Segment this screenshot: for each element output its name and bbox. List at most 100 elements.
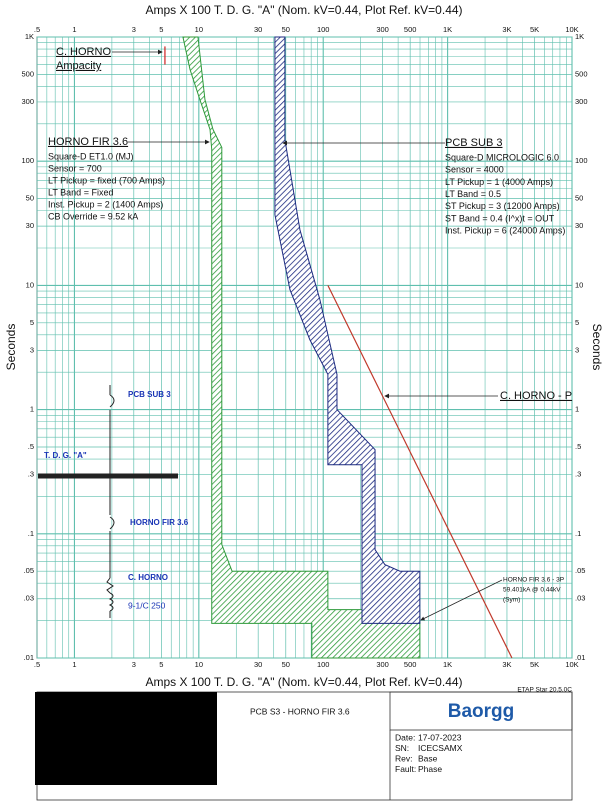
x-tick-label: 10	[195, 25, 203, 34]
device-setting: Square-D ET1.0 (MJ)	[48, 151, 134, 161]
device-setting: Sensor = 4000	[445, 165, 504, 175]
y-tick-label: .03	[24, 594, 34, 603]
device-name: C. HORNO - P	[500, 390, 572, 402]
leader	[420, 579, 503, 621]
one-line-label: T. D. G. "A"	[44, 451, 87, 460]
x-tick-label: 3K	[502, 25, 511, 34]
x-tick-label: 100	[317, 25, 330, 34]
field-value: Phase	[418, 764, 442, 774]
y-tick-label: .03	[575, 594, 585, 603]
y-axis-title: Seconds	[4, 324, 18, 371]
device-name: PCB SUB 3	[445, 137, 502, 149]
y-tick-label: 500	[21, 69, 34, 78]
x-tick-label: .5	[34, 25, 40, 34]
grid	[36, 36, 573, 659]
device-name: HORNO FIR 3.6	[48, 136, 128, 148]
one-line-diagram	[38, 385, 178, 618]
x-tick-label: 5K	[530, 25, 539, 34]
y-tick-label: .3	[575, 470, 581, 479]
device-name: C. HORNO	[56, 46, 111, 58]
field-label: Rev:	[395, 753, 412, 763]
x-tick-label: 500	[404, 660, 417, 669]
x-tick-label: 50	[282, 25, 290, 34]
y-tick-label: 10	[575, 280, 583, 289]
y-tick-label: 10	[26, 280, 34, 289]
x-tick-label: 300	[376, 660, 389, 669]
logo: Baorgg	[448, 701, 515, 722]
device-setting: LT Band = 0.5	[445, 189, 501, 199]
x-tick-label: 3	[132, 25, 136, 34]
y-axis-title: Seconds	[590, 324, 604, 371]
y-tick-label: .05	[24, 566, 34, 575]
tcc-curve	[327, 285, 513, 659]
y-tick-label: 30	[575, 221, 583, 230]
y-tick-label: .3	[28, 470, 34, 479]
device-setting: Inst. Pickup = 2 (1400 Amps)	[48, 199, 163, 209]
y-tick-label: 3	[30, 345, 34, 354]
y-tick-label: 50	[575, 194, 583, 203]
field-label: SN:	[395, 743, 409, 753]
x-tick-label: 100	[317, 660, 330, 669]
x-tick-label: 500	[404, 25, 417, 34]
one-line-label: 9-1/C 250	[128, 600, 166, 610]
field-value: Base	[418, 753, 438, 763]
x-tick-label: 3	[132, 660, 136, 669]
device-setting: ST Pickup = 3 (12000 Amps)	[445, 201, 560, 211]
device-setting: Sensor = 700	[48, 163, 102, 173]
one-line-label: HORNO FIR 3.6	[130, 518, 189, 527]
x-tick-label: 5	[159, 660, 163, 669]
plot-area	[36, 36, 573, 659]
device-setting: CB Override = 9.52 kA	[48, 211, 138, 221]
x-tick-label: 5K	[530, 660, 539, 669]
device-name: Ampacity	[56, 60, 102, 72]
x-tick-label: 10K	[565, 660, 578, 669]
y-tick-label: 100	[21, 156, 34, 165]
x-tick-label: 50	[282, 660, 290, 669]
y-tick-label: .05	[575, 566, 585, 575]
one-line-label: PCB SUB 3	[128, 390, 171, 399]
y-tick-label: 1K	[25, 32, 34, 41]
field-value: ICECSAMX	[418, 743, 463, 753]
y-tick-label: 300	[21, 97, 34, 106]
x-tick-label: 300	[376, 25, 389, 34]
field-value: 17-07-2023	[418, 732, 462, 742]
software-version: ETAP Star 20.5.0C	[517, 687, 572, 694]
x-tick-label: 3K	[502, 660, 511, 669]
y-tick-label: 500	[575, 69, 588, 78]
y-tick-label: 3	[575, 345, 579, 354]
x-tick-label: 30	[254, 25, 262, 34]
y-tick-label: .1	[575, 529, 581, 538]
x-tick-label: 30	[254, 660, 262, 669]
field-label: Date:	[395, 732, 415, 742]
device-setting: ST Band = 0.4 (I^x)t = OUT	[445, 213, 555, 223]
one-line-label: C. HORNO	[128, 573, 168, 582]
redaction	[35, 692, 217, 785]
x-tick-label: 5	[159, 25, 163, 34]
tcc-band	[274, 36, 421, 624]
device-setting: Square-D MICROLOGIC 6.0	[445, 152, 559, 162]
y-tick-label: .5	[28, 442, 34, 451]
marks	[164, 36, 513, 659]
y-tick-label: 50	[26, 194, 34, 203]
x-axis-title: Amps X 100 T. D. G. "A" (Nom. kV=0.44, P…	[145, 675, 462, 689]
field-label: Fault:	[395, 764, 416, 774]
x-tick-label: 10	[195, 660, 203, 669]
device-setting: Inst. Pickup = 6 (24000 Amps)	[445, 226, 565, 236]
y-tick-label: .01	[24, 653, 34, 662]
x-tick-label: 1K	[443, 660, 452, 669]
y-tick-label: .01	[575, 653, 585, 662]
x-tick-label: 10K	[565, 25, 578, 34]
y-tick-label: .1	[28, 529, 34, 538]
y-tick-label: 1	[30, 405, 34, 414]
drawing-title: PCB S3 - HORNO FIR 3.6	[250, 706, 350, 716]
x-tick-label: .5	[34, 660, 40, 669]
y-tick-label: .5	[575, 442, 581, 451]
x-tick-label: 1	[72, 25, 76, 34]
fault-label: HORNO FIR 3.6 - 3P	[503, 577, 564, 584]
device-setting: LT Pickup = 1 (4000 Amps)	[445, 177, 553, 187]
x-axis-title: Amps X 100 T. D. G. "A" (Nom. kV=0.44, P…	[145, 3, 462, 17]
device-setting: LT Pickup = fixed (700 Amps)	[48, 175, 165, 185]
x-tick-label: 1K	[443, 25, 452, 34]
y-tick-label: 30	[26, 221, 34, 230]
fault-label: (Sym)	[503, 597, 520, 604]
